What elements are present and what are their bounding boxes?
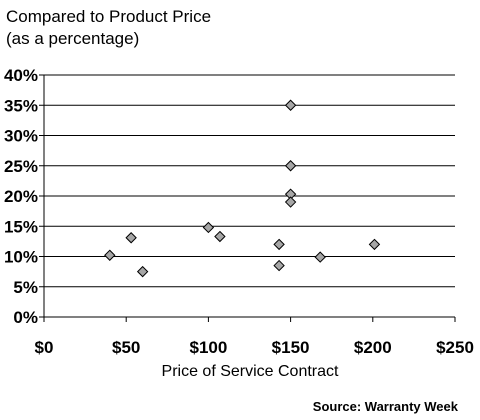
data-point-0 xyxy=(104,249,116,261)
x-tick-label-3: $150 xyxy=(272,338,310,357)
y-tick-label-4: 20% xyxy=(4,187,38,206)
data-point-10 xyxy=(284,196,297,208)
data-point-1 xyxy=(125,232,137,244)
y-tick-label-0: 0% xyxy=(13,308,38,327)
x-tick-label-4: $200 xyxy=(354,338,392,357)
y-tick-label-1: 5% xyxy=(13,278,38,297)
data-point-3 xyxy=(202,221,215,234)
source-credit: Source: Warranty Week xyxy=(312,399,458,414)
data-points xyxy=(104,99,381,278)
x-axis-title: Price of Service Contract xyxy=(162,363,340,380)
data-point-6 xyxy=(273,259,285,272)
y-tick-label-6: 30% xyxy=(4,127,38,146)
axes xyxy=(39,74,456,322)
chart-title-block: Compared to Product Price (as a percenta… xyxy=(6,6,211,50)
data-point-5 xyxy=(273,238,285,251)
chart-subtitle: (as a percentage) xyxy=(6,29,140,48)
x-tick-label-5: $250 xyxy=(436,338,474,357)
x-tick-label-2: $100 xyxy=(189,338,227,357)
y-tick-label-7: 35% xyxy=(4,96,38,115)
y-tick-label-5: 25% xyxy=(4,157,38,176)
y-tick-labels: 0% 5% 10% 15% 20% 25% 30% 35% 40% xyxy=(4,66,38,327)
data-point-2 xyxy=(136,265,149,278)
data-point-7 xyxy=(284,99,297,111)
y-tick-label-2: 10% xyxy=(4,248,38,267)
chart-title: Compared to Product Price xyxy=(6,7,212,26)
y-tick-label-8: 40% xyxy=(4,66,38,85)
y-tick-label-3: 15% xyxy=(4,217,38,236)
x-tick-label-1: $50 xyxy=(112,338,140,357)
data-point-11 xyxy=(314,251,326,263)
data-point-8 xyxy=(284,160,297,172)
data-point-12 xyxy=(368,238,381,251)
data-point-4 xyxy=(214,230,226,243)
x-tick-labels: $0 $50 $100 $150 $200 $250 xyxy=(35,338,474,357)
x-tick-label-0: $0 xyxy=(35,338,54,357)
